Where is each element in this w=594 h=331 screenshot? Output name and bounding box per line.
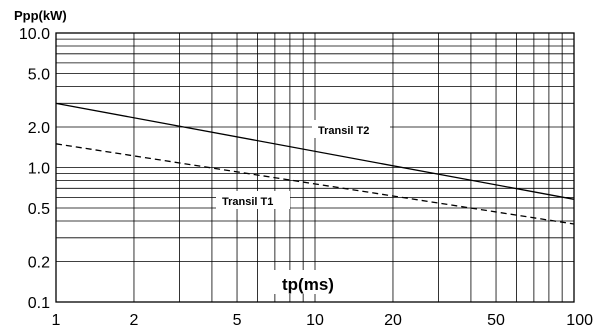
y-tick-label: 0.5 (28, 201, 50, 218)
series-line-transil-t2 (55, 102, 575, 200)
y-tick-label: 5.0 (28, 66, 50, 83)
x-tick-label: 1 (52, 312, 61, 329)
y-tick-label: 2.0 (28, 120, 50, 137)
y-tick-label: 10.0 (19, 26, 50, 43)
x-tick-label: 100 (566, 312, 593, 329)
x-tick-label: 20 (384, 312, 402, 329)
y-tick-labels: 10.0 5.0 2.0 1.0 0.5 0.2 0.1 (19, 26, 50, 312)
series-line-transil-t1 (55, 143, 575, 225)
x-tick-labels: 1 2 5 10 20 50 100 (52, 312, 594, 329)
x-tick-label: 10 (306, 312, 324, 329)
x-tick-label: 50 (487, 312, 505, 329)
x-tick-label: 2 (130, 312, 139, 329)
xlabel-bg (272, 270, 348, 294)
plot-frame (55, 32, 575, 303)
y-axis-label: Ppp(kW) (14, 8, 67, 23)
y-tick-label: 0.1 (28, 295, 50, 312)
grid (55, 32, 575, 303)
label-bg-transil-t2 (312, 120, 390, 138)
x-axis-label: tp(ms) (282, 275, 334, 294)
x-tick-label: 5 (233, 312, 242, 329)
series-lines (55, 102, 575, 225)
label-bg-transil-t1 (216, 191, 290, 209)
y-tick-label: 0.2 (28, 255, 50, 272)
series-label-transil-t1: Transil T1 (222, 196, 273, 208)
y-tick-label: 1.0 (28, 161, 50, 178)
series-label-transil-t2: Transil T2 (318, 125, 369, 137)
